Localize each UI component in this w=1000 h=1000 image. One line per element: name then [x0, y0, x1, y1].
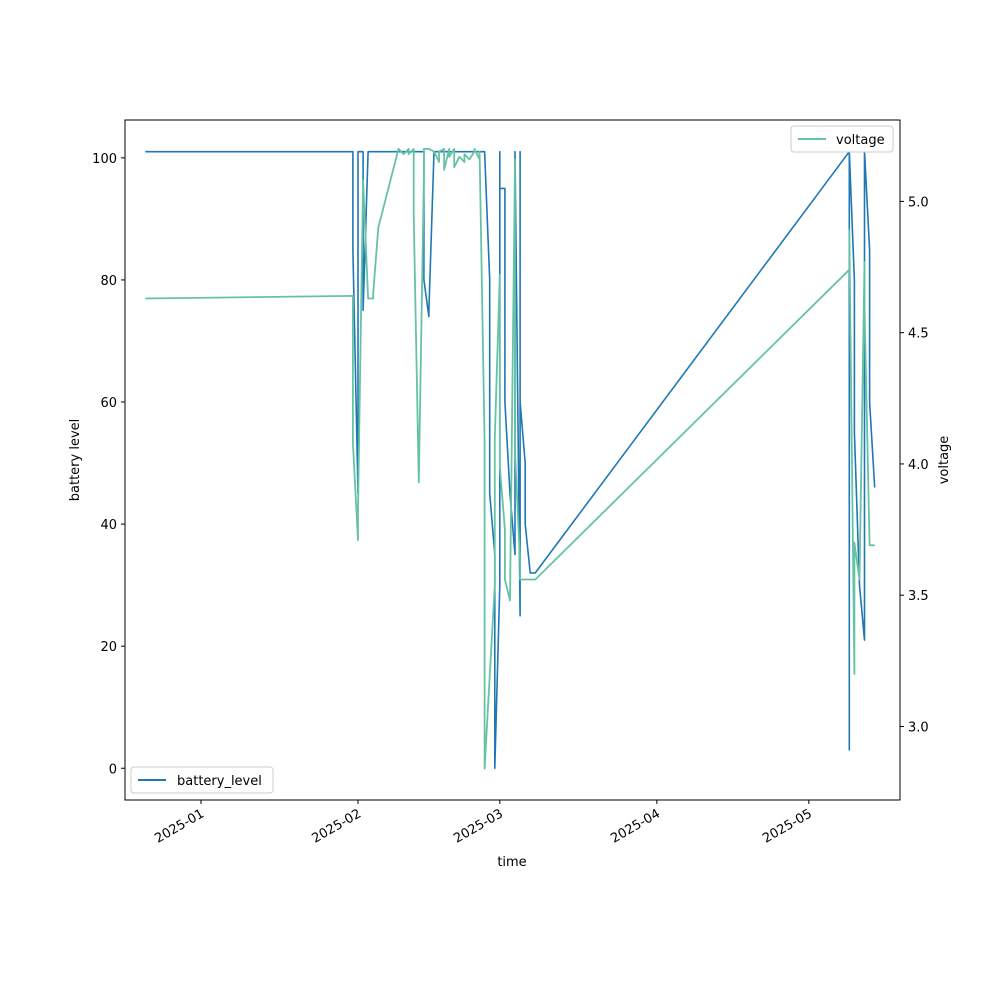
y2-tick-label: 3.0 [908, 720, 929, 735]
y-tick-label: 80 [100, 274, 117, 289]
y-tick-label: 100 [92, 152, 117, 167]
legend-battery-level-label: battery_level [177, 774, 262, 789]
y-tick-label: 20 [100, 640, 117, 655]
y-axis-ticks: 0 20 40 60 80 100 [92, 152, 125, 777]
legend-voltage: voltage [790, 125, 894, 153]
series-line-voltage [145, 147, 875, 770]
y-tick-label: 60 [100, 396, 117, 411]
y2-axis-label: voltage [937, 436, 952, 485]
legend-battery-level: battery_level [130, 766, 274, 794]
y2-tick-label: 4.0 [908, 458, 929, 473]
y2-tick-label: 3.5 [908, 589, 929, 604]
y-axis-label: battery level [68, 419, 83, 502]
y2-tick-label: 4.5 [908, 327, 929, 342]
x-axis-label: time [497, 855, 526, 870]
axes-frame [124, 119, 901, 801]
y-tick-label: 40 [100, 518, 117, 533]
legend-battery-level-box [130, 766, 274, 794]
legend-voltage-box [790, 125, 894, 153]
y2-axis-ticks: 3.0 3.5 4.0 4.5 5.0 [900, 195, 929, 735]
legend-voltage-label: voltage [836, 133, 885, 148]
y-tick-label: 0 [109, 762, 117, 777]
y2-tick-label: 5.0 [908, 195, 929, 210]
